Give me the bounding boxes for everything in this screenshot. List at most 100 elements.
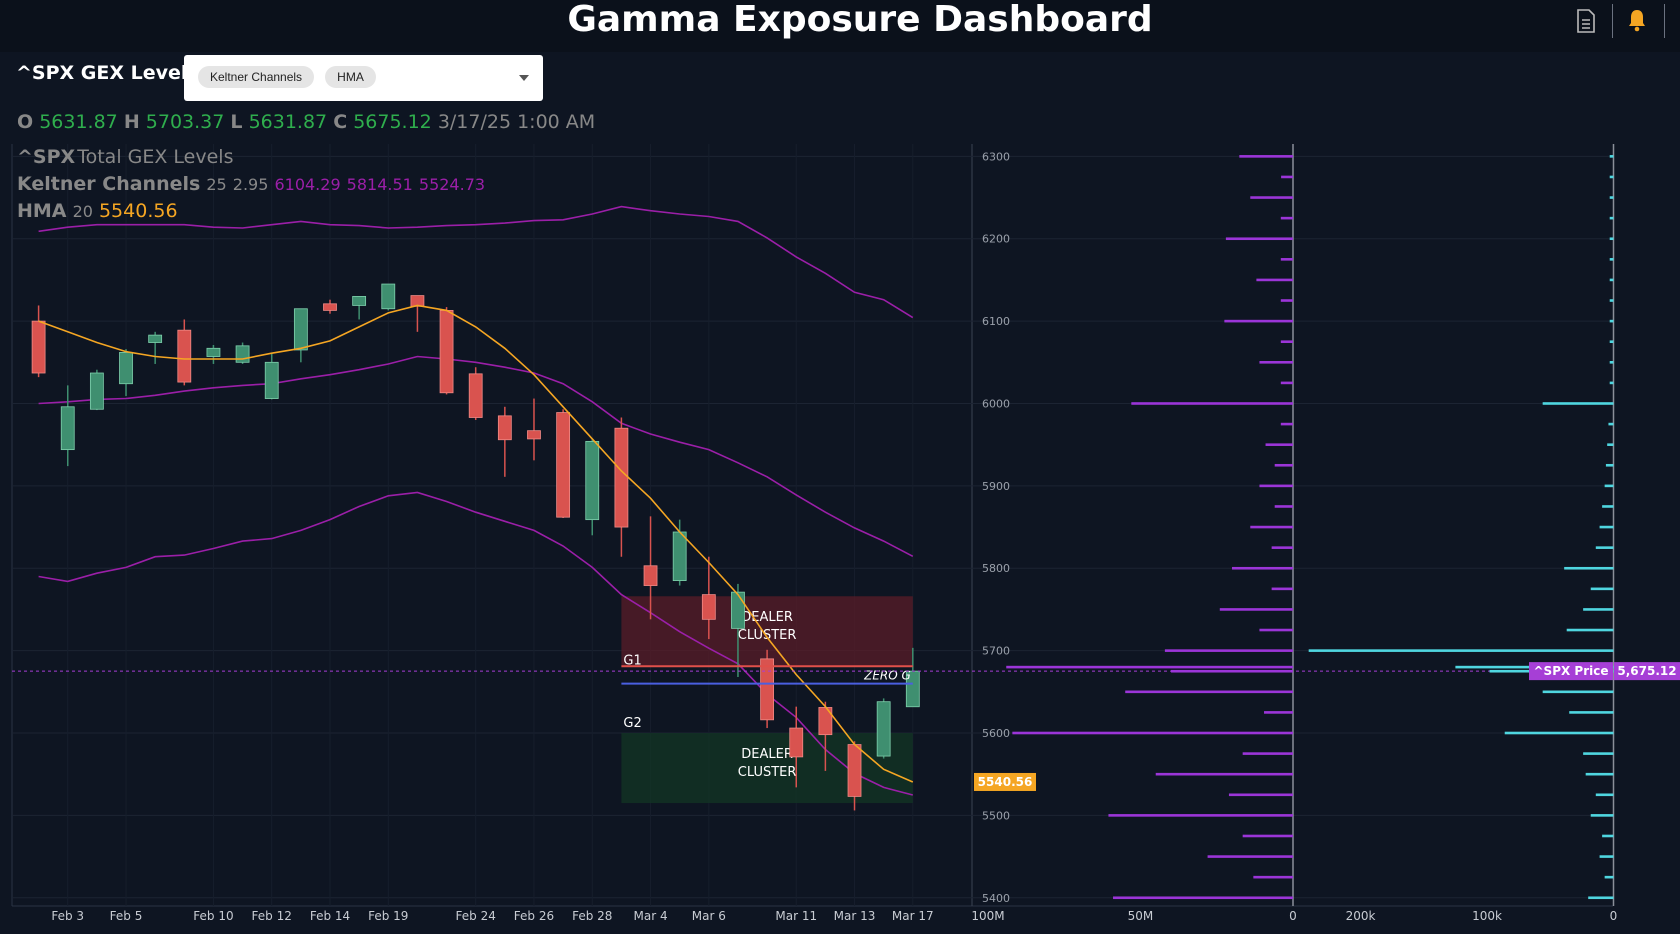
candle-body — [323, 303, 337, 311]
timestamp: 3/17/25 1:00 AM — [437, 111, 596, 133]
gex-bar — [1569, 711, 1614, 714]
x-tick-label: 50M — [1128, 909, 1154, 923]
candle-body — [206, 347, 221, 357]
candle-body — [148, 334, 163, 343]
gex-bar — [1599, 855, 1614, 858]
gex-bar — [1259, 361, 1293, 364]
x-tick-label: 200k — [1346, 909, 1376, 923]
gex-bar — [1604, 484, 1614, 488]
candle-body — [119, 352, 133, 385]
y-tick-label: 5700 — [982, 645, 1010, 658]
gex-bar — [1590, 814, 1614, 817]
y-tick-label: 6100 — [982, 315, 1010, 328]
gex-bar — [1259, 628, 1293, 632]
level-label: ZERO G — [863, 669, 911, 683]
gex-bar — [1602, 834, 1614, 838]
x-tick-label: Mar 11 — [775, 909, 817, 923]
legend-name: Keltner Channels — [17, 173, 201, 195]
gex-bar — [1155, 772, 1293, 776]
keltner-middle — [38, 355, 914, 558]
gex-bar — [1228, 793, 1293, 797]
gex-bar — [1504, 731, 1614, 735]
gex-bar — [1566, 628, 1614, 632]
gex-bar — [1590, 587, 1614, 591]
level-label: G1 — [623, 653, 641, 668]
x-tick-label: Feb 28 — [572, 909, 612, 923]
gex-bar — [1271, 587, 1293, 591]
hma-line — [38, 304, 914, 783]
indicator-chip[interactable]: Keltner Channels — [198, 66, 315, 88]
gex-bar — [1125, 690, 1293, 694]
zone-label-box: DEALER CLUSTER — [737, 610, 797, 644]
chart-title: Total GEX Levels — [77, 146, 234, 168]
gex-bar — [1583, 608, 1614, 611]
y-tick-label: 6000 — [982, 397, 1010, 410]
legend-value: 5524.73 — [418, 175, 486, 194]
gex-bar — [1595, 793, 1614, 797]
candle-body — [381, 283, 396, 310]
gex-bar — [1006, 665, 1293, 669]
legend-param: 25 — [206, 175, 227, 194]
gex-bar — [1542, 690, 1614, 694]
gex-bar — [1609, 278, 1614, 282]
gex-bar — [1164, 649, 1293, 652]
gex-bar — [1281, 175, 1293, 179]
gex-bar — [1250, 196, 1293, 199]
gex-bar — [1609, 340, 1614, 344]
y-tick-label: 6200 — [982, 233, 1010, 246]
candle-body — [89, 372, 104, 410]
hma-tag-bg — [974, 772, 1036, 791]
keltner-legend: Keltner Channels 25 2.95 6104.29 5814.51… — [17, 173, 485, 195]
candle-body — [789, 727, 804, 758]
gex-bar — [1599, 525, 1614, 529]
price-tag-bg — [1529, 662, 1613, 681]
gex-bar — [1280, 422, 1293, 426]
level-label: G2 — [623, 716, 641, 731]
x-tick-label: Mar 4 — [633, 909, 667, 923]
hma-tag-value: 5540.56 — [978, 775, 1033, 789]
gex-bar — [1280, 258, 1293, 261]
y-tick-label: 5600 — [982, 727, 1010, 740]
y-tick-label: 6300 — [982, 150, 1010, 163]
symbol: ^SPX — [17, 146, 76, 168]
document-icon[interactable] — [1575, 8, 1597, 34]
zone-label: DEALER CLUSTER — [737, 610, 797, 644]
ohlc-value: 5675.12 — [353, 111, 432, 133]
x-tick-label: Feb 10 — [193, 909, 233, 923]
price-tag-value: 5,675.12 — [1617, 664, 1676, 678]
separator — [1664, 4, 1665, 38]
gex-bar — [1280, 216, 1293, 220]
ohlc-row: O 5631.87 H 5703.37 L 5631.87 C 5675.12 … — [17, 111, 595, 133]
dropdown-caret[interactable] — [519, 75, 529, 81]
zone-label: DEALER CLUSTER — [737, 747, 797, 781]
candle-body — [701, 594, 716, 620]
candle-body — [497, 415, 512, 441]
candle-body — [468, 373, 483, 418]
gex-bar — [1131, 402, 1293, 405]
candle-body — [760, 658, 774, 721]
candle-body — [672, 531, 687, 582]
candle-body — [439, 310, 454, 394]
bell-icon[interactable] — [1626, 8, 1648, 32]
gex-bar — [1207, 855, 1293, 858]
x-tick-label: 0 — [1610, 909, 1618, 923]
x-tick-label: Feb 24 — [456, 909, 496, 923]
gex-bar — [1564, 566, 1614, 570]
indicator-select[interactable]: Keltner Channels HMA — [184, 55, 543, 101]
keltner-upper — [38, 205, 914, 319]
gex-bar — [1224, 319, 1293, 323]
zone-label-box: DEALER CLUSTER — [737, 747, 797, 781]
ohlc-value: 5703.37 — [145, 111, 225, 133]
indicator-chip[interactable]: HMA — [325, 66, 376, 88]
gex-bar — [1274, 463, 1293, 467]
gex-bar — [1609, 258, 1614, 261]
gex-bar — [1219, 608, 1293, 611]
gex-bar — [1607, 443, 1614, 446]
symbol-label: ^SPX GEX Levels — [16, 62, 199, 84]
candle-body — [643, 565, 658, 586]
candle-body — [352, 295, 367, 306]
gex-bar — [1308, 649, 1614, 652]
gex-bar — [1242, 752, 1293, 755]
gex-bar — [1242, 834, 1293, 838]
